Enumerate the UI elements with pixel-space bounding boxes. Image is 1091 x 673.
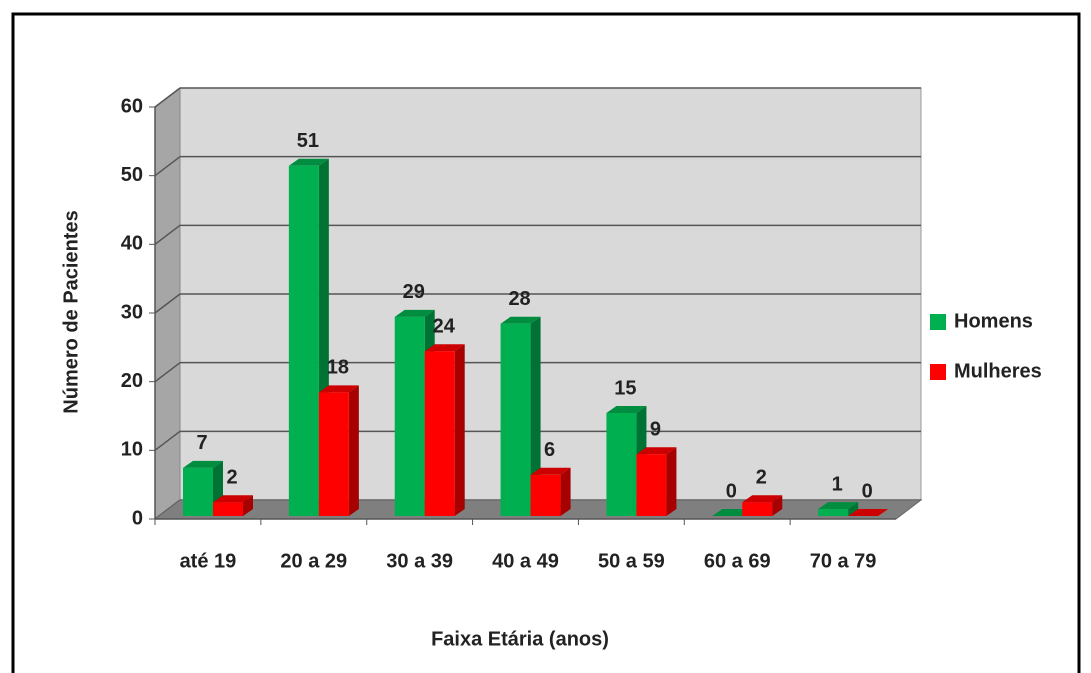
bar-top	[394, 309, 435, 317]
bar-side	[666, 447, 677, 516]
bar-top	[606, 406, 647, 413]
bar-top	[318, 385, 359, 393]
x-tick-label: até 19	[180, 550, 237, 572]
y-tick-label: 10	[121, 439, 143, 461]
bar-side	[348, 385, 359, 516]
bar-side	[772, 495, 783, 516]
bar	[742, 502, 773, 516]
bar	[530, 474, 561, 516]
legend-swatch	[930, 314, 946, 330]
data-label: 15	[614, 377, 636, 399]
bar-top	[848, 509, 889, 516]
bar-top	[213, 495, 253, 503]
data-label: 1	[832, 473, 843, 495]
x-tick-label: 30 a 39	[386, 550, 453, 572]
data-label: 9	[650, 418, 661, 440]
bar-side	[243, 495, 253, 516]
legend-swatch	[930, 364, 946, 380]
bar-top	[424, 344, 465, 352]
y-tick-label: 50	[121, 164, 143, 186]
data-label: 18	[327, 357, 349, 379]
bar-side	[848, 502, 859, 516]
bar	[818, 509, 849, 516]
x-tick-label: 20 a 29	[280, 550, 347, 572]
grid-line	[154, 156, 181, 177]
y-tick-label: 30	[121, 301, 143, 323]
legend-label: Homens	[954, 310, 1033, 332]
bar-side	[560, 467, 571, 516]
bar-top	[636, 447, 677, 455]
data-label: 51	[297, 130, 319, 152]
bar-top	[818, 502, 859, 510]
data-label: 6	[544, 439, 555, 461]
bar	[606, 413, 637, 516]
bar-top	[742, 495, 783, 503]
bar	[500, 323, 531, 516]
y-tick-label: 0	[132, 507, 143, 529]
x-tick-label: 60 a 69	[704, 550, 771, 572]
x-tick-label: 50 a 59	[598, 550, 665, 572]
data-label: 0	[862, 480, 873, 502]
data-label: 2	[226, 467, 237, 489]
bar	[424, 351, 455, 516]
data-label: 0	[726, 480, 737, 502]
data-label: 24	[433, 315, 456, 337]
bar-top	[183, 460, 223, 468]
y-axis-title: Número de Pacientes	[60, 210, 82, 413]
bar	[318, 392, 349, 516]
bar	[183, 467, 213, 516]
x-tick-label: 40 a 49	[492, 550, 559, 572]
grid-line	[154, 224, 181, 245]
grid-line	[154, 293, 181, 314]
data-label: 28	[508, 288, 530, 310]
grid-line	[154, 362, 181, 383]
y-tick-label: 20	[121, 370, 143, 392]
legend-label: Mulheres	[954, 360, 1042, 382]
x-axis-title: Faixa Etária (anos)	[431, 628, 609, 650]
x-tick-label: 70 a 79	[810, 550, 877, 572]
data-label: 29	[403, 281, 425, 303]
bar	[394, 316, 425, 516]
bar	[213, 502, 243, 516]
bar-top	[500, 316, 541, 324]
y-tick-label: 60	[121, 95, 143, 117]
y-tick-label: 40	[121, 233, 143, 255]
grid-line	[154, 87, 181, 108]
bar-side	[530, 316, 541, 516]
data-label: 2	[756, 467, 767, 489]
bar-side	[454, 344, 465, 516]
bar	[288, 165, 319, 517]
data-label: 7	[196, 432, 207, 454]
grid-line	[154, 430, 181, 451]
bar-top	[530, 467, 571, 475]
bar-top	[288, 158, 329, 166]
bar	[636, 454, 667, 516]
